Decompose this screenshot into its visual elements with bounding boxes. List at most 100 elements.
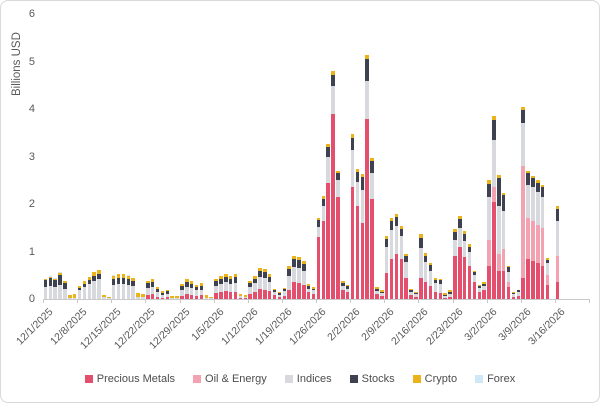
bar-segment-indices[interactable] xyxy=(394,226,399,254)
bar-segment-crypto[interactable] xyxy=(77,285,82,289)
bar-segment-crypto[interactable] xyxy=(453,229,457,233)
bar-segment-crypto[interactable] xyxy=(516,289,521,291)
bar-segment-indices[interactable] xyxy=(243,296,248,299)
bar-segment-indices[interactable] xyxy=(326,156,330,183)
stacked-bar[interactable] xyxy=(350,134,355,299)
stacked-bar[interactable] xyxy=(243,295,248,299)
bar-segment-indices[interactable] xyxy=(180,290,184,296)
bar-segment-stocks[interactable] xyxy=(355,172,360,182)
bar-segment-crypto[interactable] xyxy=(126,275,131,280)
bar-segment-precious-metals[interactable] xyxy=(555,282,560,299)
stacked-bar[interactable] xyxy=(233,273,238,299)
stacked-bar[interactable] xyxy=(92,271,96,299)
bar-segment-stocks[interactable] xyxy=(131,281,135,287)
bar-segment-indices[interactable] xyxy=(111,284,116,299)
bar-segment-indices[interactable] xyxy=(477,288,482,292)
bar-segment-stocks[interactable] xyxy=(214,280,218,286)
stacked-bar[interactable] xyxy=(438,279,443,299)
bar-segment-indices[interactable] xyxy=(126,284,131,299)
bar-segment-indices[interactable] xyxy=(458,227,462,247)
bar-segment-indices[interactable] xyxy=(131,286,135,299)
bar-segment-precious-metals[interactable] xyxy=(228,292,233,299)
stacked-bar[interactable] xyxy=(121,273,126,299)
bar-segment-crypto[interactable] xyxy=(433,278,438,280)
bar-segment-indices[interactable] xyxy=(375,290,379,295)
bar-segment-indices[interactable] xyxy=(136,296,140,299)
bar-segment-stocks[interactable] xyxy=(423,255,428,263)
stacked-bar[interactable] xyxy=(311,287,316,299)
bar-segment-indices[interactable] xyxy=(185,286,189,295)
bar-segment-stocks[interactable] xyxy=(150,281,155,287)
stacked-bar[interactable] xyxy=(482,282,486,299)
bar-segment-precious-metals[interactable] xyxy=(540,265,545,299)
bar-segment-crypto[interactable] xyxy=(107,296,111,299)
bar-segment-stocks[interactable] xyxy=(53,280,57,288)
stacked-bar[interactable] xyxy=(453,229,457,299)
stacked-bar[interactable] xyxy=(146,280,150,299)
bar-segment-indices[interactable] xyxy=(189,288,194,295)
bar-segment-precious-metals[interactable] xyxy=(506,287,511,299)
bar-segment-indices[interactable] xyxy=(292,266,296,282)
bar-segment-crypto[interactable] xyxy=(414,291,418,293)
stacked-bar[interactable] xyxy=(170,296,174,299)
bar-segment-crypto[interactable] xyxy=(150,279,155,282)
bar-segment-stocks[interactable] xyxy=(48,278,53,286)
bar-segment-stocks[interactable] xyxy=(467,246,472,253)
stacked-bar[interactable] xyxy=(531,175,535,299)
bar-segment-crypto[interactable] xyxy=(63,281,67,283)
bar-segment-indices[interactable] xyxy=(419,248,423,278)
bar-segment-indices[interactable] xyxy=(258,276,262,289)
bar-segment-indices[interactable] xyxy=(175,298,179,299)
bar-segment-indices[interactable] xyxy=(511,294,516,297)
bar-segment-precious-metals[interactable] xyxy=(292,281,296,299)
stacked-bar[interactable] xyxy=(306,284,311,299)
bar-segment-crypto[interactable] xyxy=(419,233,423,238)
bar-segment-stocks[interactable] xyxy=(453,232,457,240)
bar-segment-crypto[interactable] xyxy=(492,116,496,120)
bar-segment-crypto[interactable] xyxy=(370,157,374,162)
bar-segment-stocks[interactable] xyxy=(326,147,330,157)
bar-segment-precious-metals[interactable] xyxy=(482,290,486,299)
bar-segment-indices[interactable] xyxy=(53,287,57,299)
bar-segment-indices[interactable] xyxy=(443,295,447,298)
bar-segment-indices[interactable] xyxy=(219,283,223,293)
bar-segment-crypto[interactable] xyxy=(399,225,404,229)
bar-segment-crypto[interactable] xyxy=(506,265,511,268)
bar-segment-crypto[interactable] xyxy=(175,295,179,299)
bar-segment-indices[interactable] xyxy=(107,298,111,299)
bar-segment-crypto[interactable] xyxy=(384,235,389,240)
bar-segment-stocks[interactable] xyxy=(380,291,384,294)
bar-segment-indices[interactable] xyxy=(462,241,467,258)
bar-segment-precious-metals[interactable] xyxy=(521,277,525,299)
bar-segment-stocks[interactable] xyxy=(497,177,501,207)
bar-segment-stocks[interactable] xyxy=(189,283,194,289)
bar-segment-stocks[interactable] xyxy=(433,279,438,284)
bar-segment-indices[interactable] xyxy=(160,294,165,298)
stacked-bar[interactable] xyxy=(540,185,545,299)
bar-segment-precious-metals[interactable] xyxy=(394,253,399,299)
bar-segment-crypto[interactable] xyxy=(443,293,447,295)
bar-segment-indices[interactable] xyxy=(311,290,316,294)
bar-segment-crypto[interactable] xyxy=(375,287,379,290)
bar-segment-precious-metals[interactable] xyxy=(155,296,160,299)
bar-segment-precious-metals[interactable] xyxy=(263,289,267,299)
bar-segment-indices[interactable] xyxy=(58,284,62,299)
bar-segment-indices[interactable] xyxy=(409,292,413,296)
bar-segment-indices[interactable] xyxy=(165,293,170,298)
bar-segment-crypto[interactable] xyxy=(394,214,399,218)
bar-segment-precious-metals[interactable] xyxy=(282,296,287,299)
bar-segment-crypto[interactable] xyxy=(282,287,287,290)
bar-segment-crypto[interactable] xyxy=(467,244,472,247)
bar-segment-precious-metals[interactable] xyxy=(180,295,184,299)
bar-segment-crypto[interactable] xyxy=(306,284,311,287)
stacked-bar[interactable] xyxy=(248,280,252,299)
stacked-bar[interactable] xyxy=(467,244,472,299)
bar-segment-indices[interactable] xyxy=(423,262,428,283)
stacked-bar[interactable] xyxy=(209,296,213,299)
bar-segment-stocks[interactable] xyxy=(302,263,306,271)
bar-segment-stocks[interactable] xyxy=(219,278,223,284)
stacked-bar[interactable] xyxy=(136,292,140,299)
bar-segment-stocks[interactable] xyxy=(165,291,170,294)
bar-segment-crypto[interactable] xyxy=(199,283,204,286)
bar-segment-indices[interactable] xyxy=(121,283,126,299)
